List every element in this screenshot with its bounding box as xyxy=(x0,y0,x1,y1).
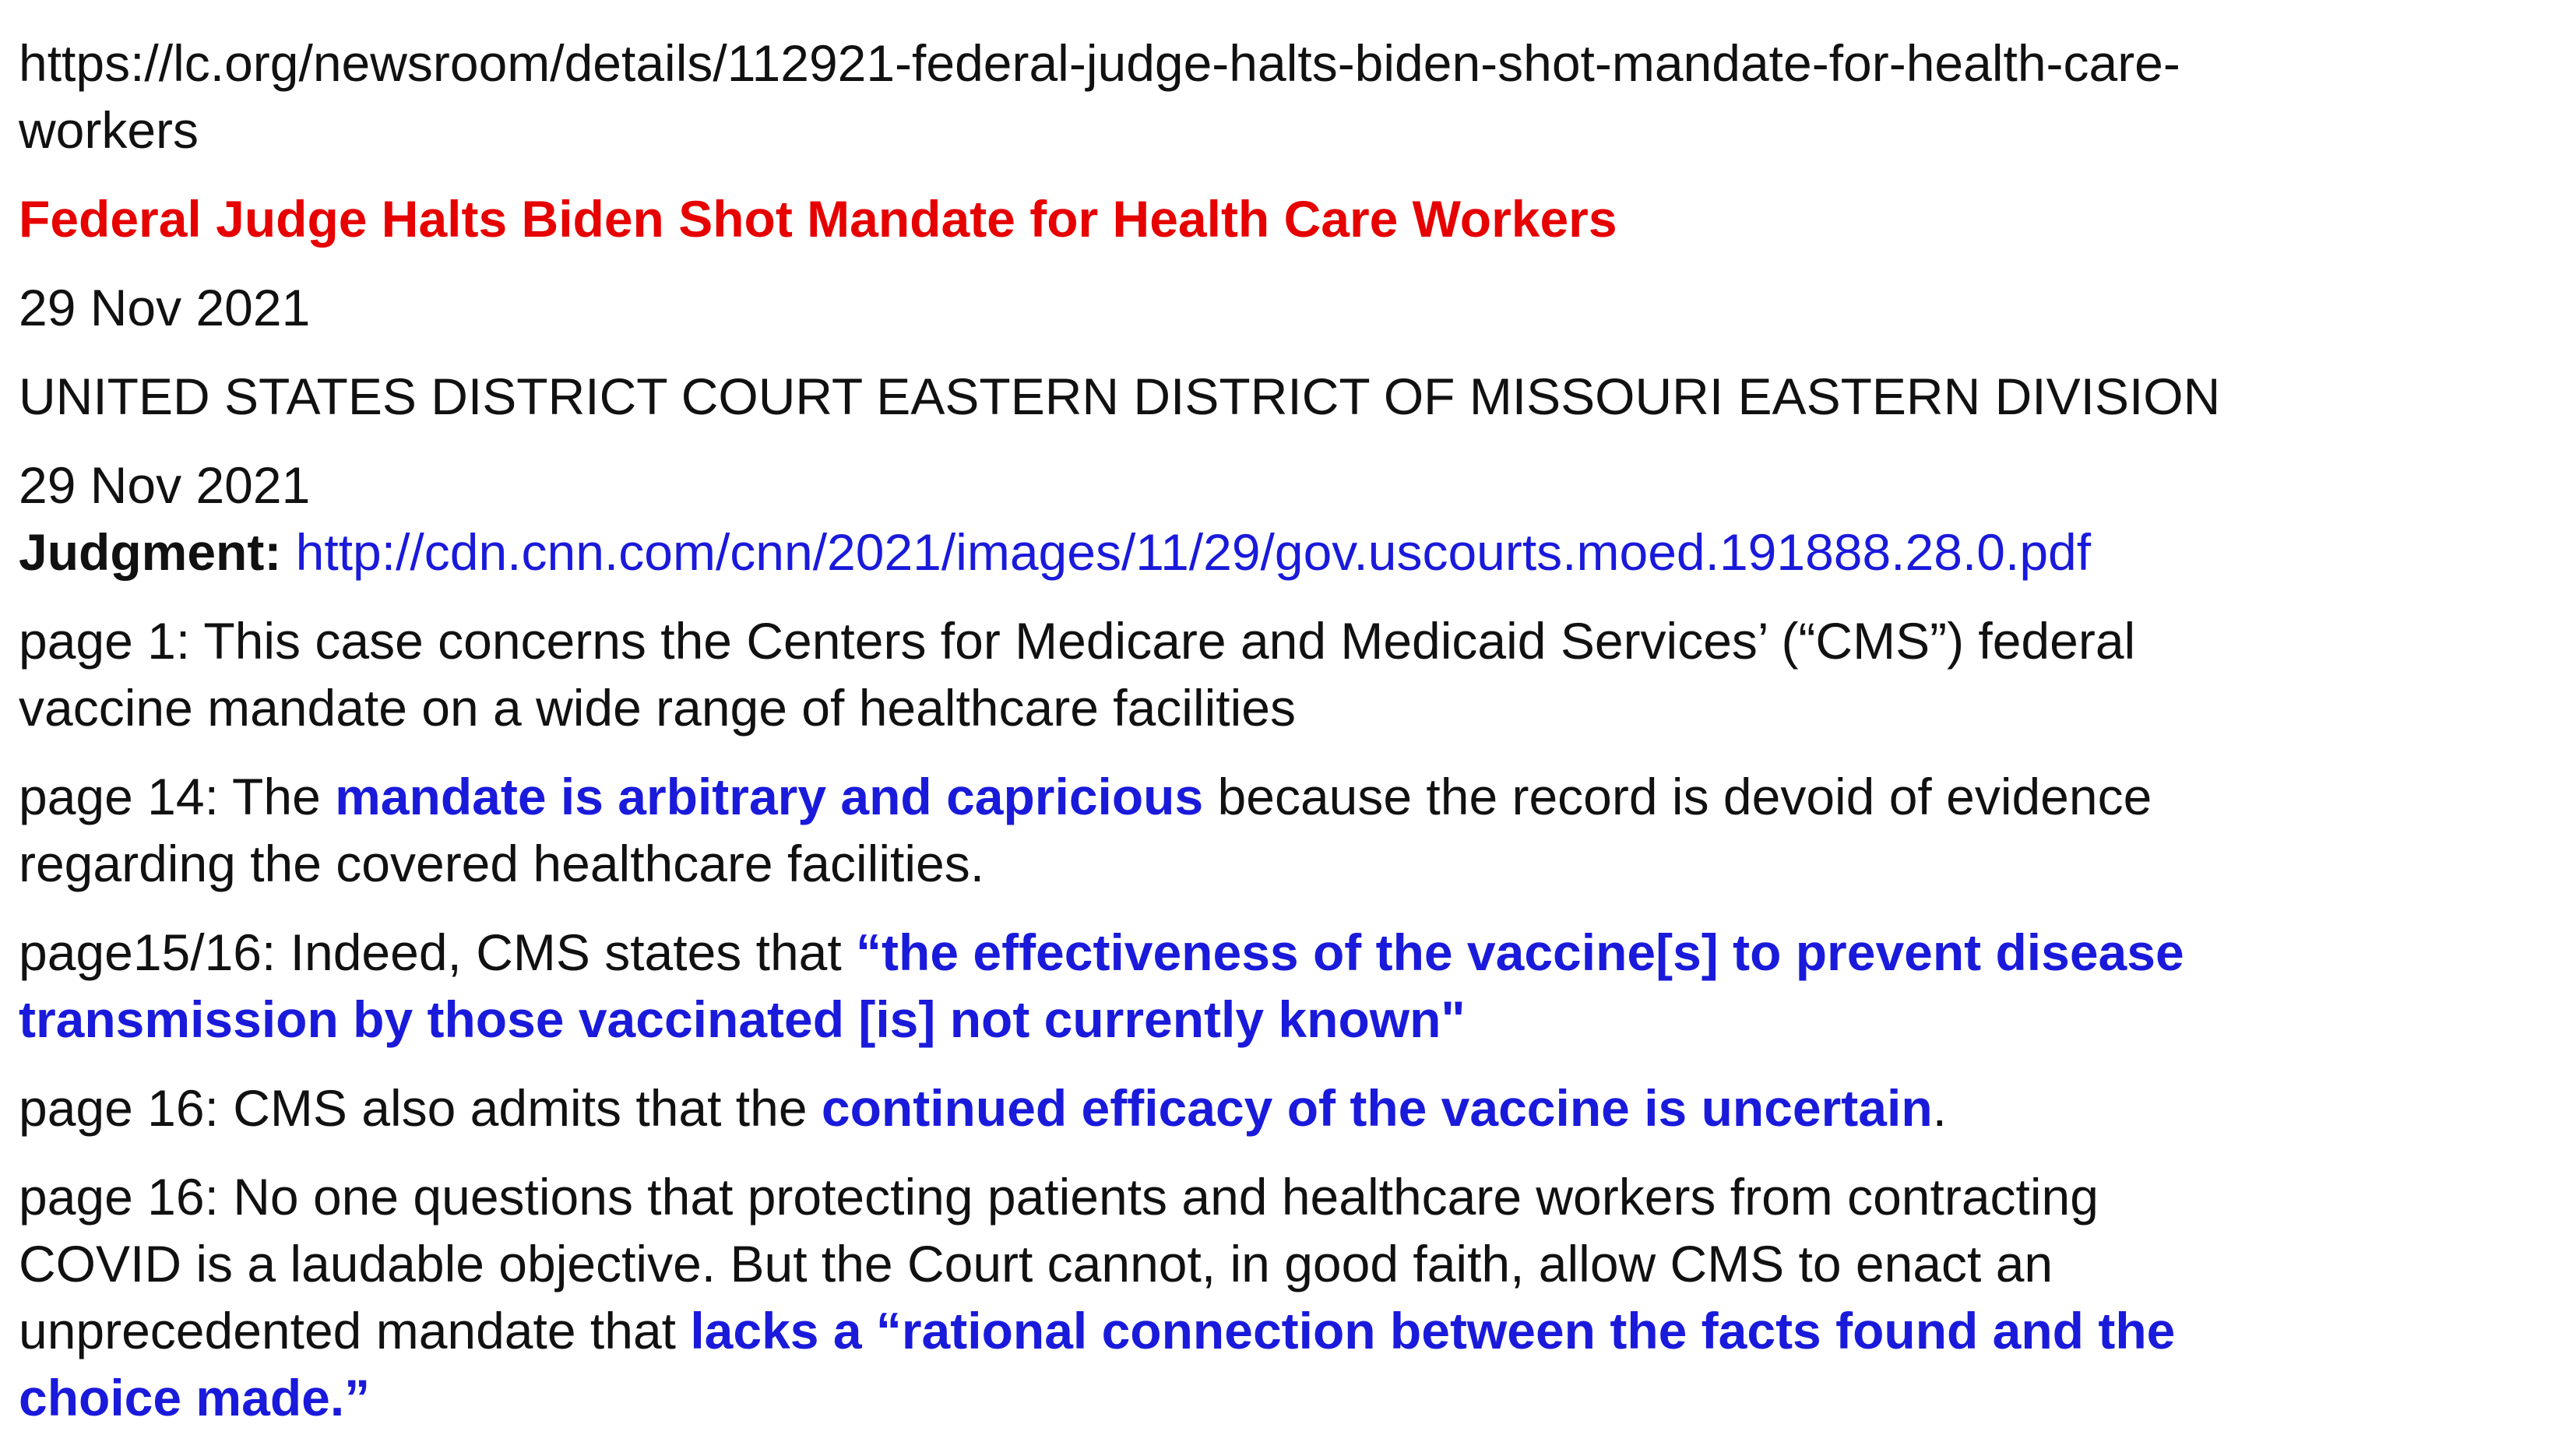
excerpt-text: page 16: CMS also admits that the xyxy=(19,1079,822,1137)
excerpt-highlight: transmission by those vaccinated [is] no… xyxy=(19,990,1466,1048)
excerpt-text: page15/16: Indeed, CMS states that xyxy=(19,923,857,981)
excerpt-highlight: “the effectiveness of the vaccine[s] to … xyxy=(856,923,2184,981)
excerpt-line: page 14: The mandate is arbitrary and ca… xyxy=(19,763,2557,830)
excerpt-highlight: continued efficacy of the vaccine is unc… xyxy=(821,1079,1933,1137)
excerpt-page-16-efficacy: page 16: CMS also admits that the contin… xyxy=(19,1074,2557,1141)
judgment-row: Judgment: http://cdn.cnn.com/cnn/2021/im… xyxy=(19,519,2557,586)
source-url[interactable]: https://lc.org/newsroom/details/112921-f… xyxy=(19,30,2557,164)
excerpt-page-1: page 1: This case concerns the Centers f… xyxy=(19,607,2557,741)
excerpt-line: COVID is a laudable objective. But the C… xyxy=(19,1235,2053,1292)
excerpt-text: because the record is devoid of evidence xyxy=(1203,768,2152,825)
source-url-line2[interactable]: workers xyxy=(19,101,199,159)
court-name: UNITED STATES DISTRICT COURT EASTERN DIS… xyxy=(19,368,2221,425)
judgment-label: Judgment: xyxy=(19,523,282,581)
excerpt-line: regarding the covered healthcare facilit… xyxy=(19,835,985,892)
judgment-date: 29 Nov 2021 xyxy=(19,456,311,514)
excerpt-highlight: choice made.” xyxy=(19,1369,371,1426)
excerpt-line: unprecedented mandate that lacks a “rati… xyxy=(19,1297,2557,1364)
excerpt-text: . xyxy=(1932,1079,1947,1137)
source-url-line1[interactable]: https://lc.org/newsroom/details/112921-f… xyxy=(19,34,2180,92)
judgment-link[interactable]: http://cdn.cnn.com/cnn/2021/images/11/29… xyxy=(295,523,2092,581)
excerpt-line: page 16: No one questions that protectin… xyxy=(19,1168,2099,1226)
excerpt-line: page 1: This case concerns the Centers f… xyxy=(19,612,2136,670)
excerpt-page-14: page 14: The mandate is arbitrary and ca… xyxy=(19,763,2557,897)
excerpt-text: page 14: The xyxy=(19,768,336,825)
excerpt-text: unprecedented mandate that xyxy=(19,1302,691,1359)
excerpt-page-15-16: page15/16: Indeed, CMS states that “the … xyxy=(19,919,2557,1053)
excerpt-page-16-rational: page 16: No one questions that protectin… xyxy=(19,1163,2557,1431)
excerpt-highlight: mandate is arbitrary and capricious xyxy=(335,768,1204,825)
headline: Federal Judge Halts Biden Shot Mandate f… xyxy=(19,190,1617,248)
excerpt-highlight: lacks a “rational connection between the… xyxy=(690,1302,2176,1359)
excerpt-line: page15/16: Indeed, CMS states that “the … xyxy=(19,919,2557,986)
date-published: 29 Nov 2021 xyxy=(19,279,311,336)
excerpt-line: vaccine mandate on a wide range of healt… xyxy=(19,679,1296,737)
